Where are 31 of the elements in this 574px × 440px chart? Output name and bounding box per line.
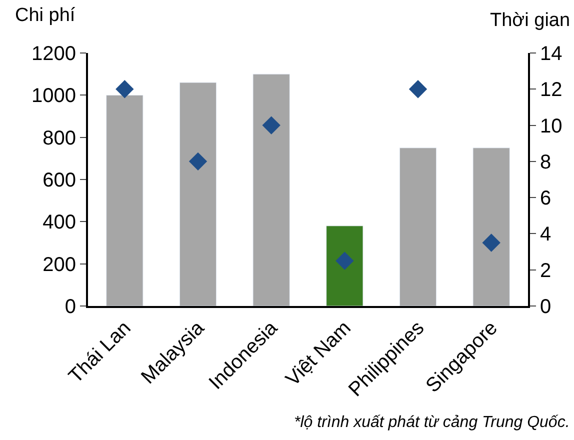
y-tick-label: 0: [64, 296, 76, 318]
y2-axis-title: Thời gian: [490, 10, 570, 31]
y2-tick-label: 2: [540, 260, 552, 282]
text: *lộ trình xuất phát từ cảng Trung Quốc.: [294, 414, 570, 431]
point: [262, 116, 280, 134]
point: [408, 80, 428, 98]
bar: [326, 226, 364, 306]
point: [336, 252, 354, 270]
y-tick-label: 1200: [32, 43, 76, 65]
bar: [252, 74, 290, 306]
bar: [472, 148, 510, 306]
y-tick-label: 1000: [32, 85, 76, 108]
y-tick-label: 600: [42, 170, 76, 192]
x-tick-label: Thái Lan: [64, 317, 136, 388]
point: [482, 234, 500, 252]
y2-tick-label: 14: [540, 43, 562, 65]
y-tick-label: 800: [42, 127, 76, 150]
y2-tick-label: 4: [540, 224, 552, 246]
y2-tick-label: 0: [540, 296, 552, 318]
y2-tick-label: 8: [540, 151, 552, 174]
y-tick-label: 400: [42, 212, 76, 234]
y2-tick-label: 10: [540, 115, 562, 138]
y2-tick-label: 6: [540, 188, 552, 210]
y2-tick-label: 12: [540, 79, 562, 102]
bar: [179, 82, 217, 306]
point: [116, 80, 134, 98]
y-axis-title: Chi phí: [15, 5, 76, 26]
y-tick-label: 200: [42, 254, 76, 276]
bar: [106, 94, 144, 306]
bar: [399, 148, 437, 306]
point: [188, 152, 208, 171]
